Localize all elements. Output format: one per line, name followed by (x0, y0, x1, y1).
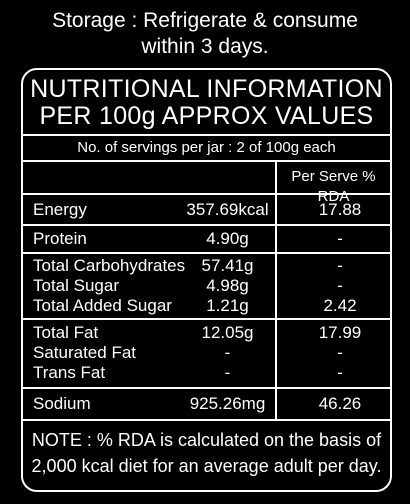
row-rda-energy: 17.88 (318, 200, 362, 219)
divider (21, 160, 392, 162)
row-rda-saturated-fat: - (337, 343, 343, 362)
nutrition-panel (21, 68, 392, 492)
divider (21, 224, 392, 226)
storage-line-1: Storage : Refrigerate & consume (52, 9, 358, 32)
divider (21, 252, 392, 254)
row-label-carbohydrates: Total Carbohydrates (33, 256, 186, 275)
row-label-energy: Energy (33, 200, 87, 219)
row-rda-trans-fat: - (337, 363, 343, 382)
row-rda-carbohydrates: - (337, 256, 343, 275)
row-label-protein: Protein (33, 229, 87, 248)
row-label-trans-fat: Trans Fat (33, 363, 106, 382)
note-line-2: 2,000 kcal diet for an average adult per… (31, 456, 382, 476)
storage-line-2: within 3 days. (141, 35, 269, 58)
note-line-1: NOTE : % RDA is calculated on the basis … (31, 430, 382, 450)
column-divider (275, 160, 277, 419)
row-label-sodium: Sodium (33, 394, 91, 413)
row-rda-total-sugar: - (337, 276, 343, 295)
divider (21, 318, 392, 320)
divider (21, 193, 392, 195)
divider (21, 419, 392, 421)
row-value-protein: 4.90g (206, 229, 249, 248)
row-label-added-sugar: Total Added Sugar (33, 296, 172, 315)
rda-note: NOTE : % RDA is calculated on the basis … (21, 427, 392, 479)
row-rda-protein: - (337, 229, 343, 248)
row-rda-total-fat: 17.99 (318, 323, 362, 342)
rda-column-header: Per Serve % RDA (291, 168, 376, 205)
row-value-total-sugar: 4.98g (206, 276, 249, 295)
row-value-carbohydrates: 57.41g (201, 256, 254, 275)
row-label-saturated-fat: Saturated Fat (33, 343, 137, 362)
title-line-2: PER 100g APPROX VALUES (39, 102, 374, 130)
row-value-saturated-fat: - (224, 343, 231, 362)
servings-info: No. of servings per jar : 2 of 100g each (77, 139, 336, 156)
row-value-energy: 357.69kcal (186, 200, 269, 219)
row-label-total-fat: Total Fat (33, 323, 99, 342)
divider (21, 387, 392, 389)
row-value-added-sugar: 1.21g (206, 296, 249, 315)
row-label-total-sugar: Total Sugar (33, 276, 119, 295)
row-value-sodium: 925.26mg (189, 394, 266, 413)
divider (21, 134, 392, 136)
row-value-trans-fat: - (224, 363, 231, 382)
row-rda-added-sugar: 2.42 (323, 296, 357, 315)
panel-title: NUTRITIONAL INFORMATION PER 100g APPROX … (21, 76, 392, 130)
row-value-total-fat: 12.05g (201, 323, 254, 342)
title-line-1: NUTRITIONAL INFORMATION (30, 75, 383, 103)
row-rda-sodium: 46.26 (318, 394, 362, 413)
storage-instructions: Storage : Refrigerate & consume within 3… (0, 8, 410, 60)
